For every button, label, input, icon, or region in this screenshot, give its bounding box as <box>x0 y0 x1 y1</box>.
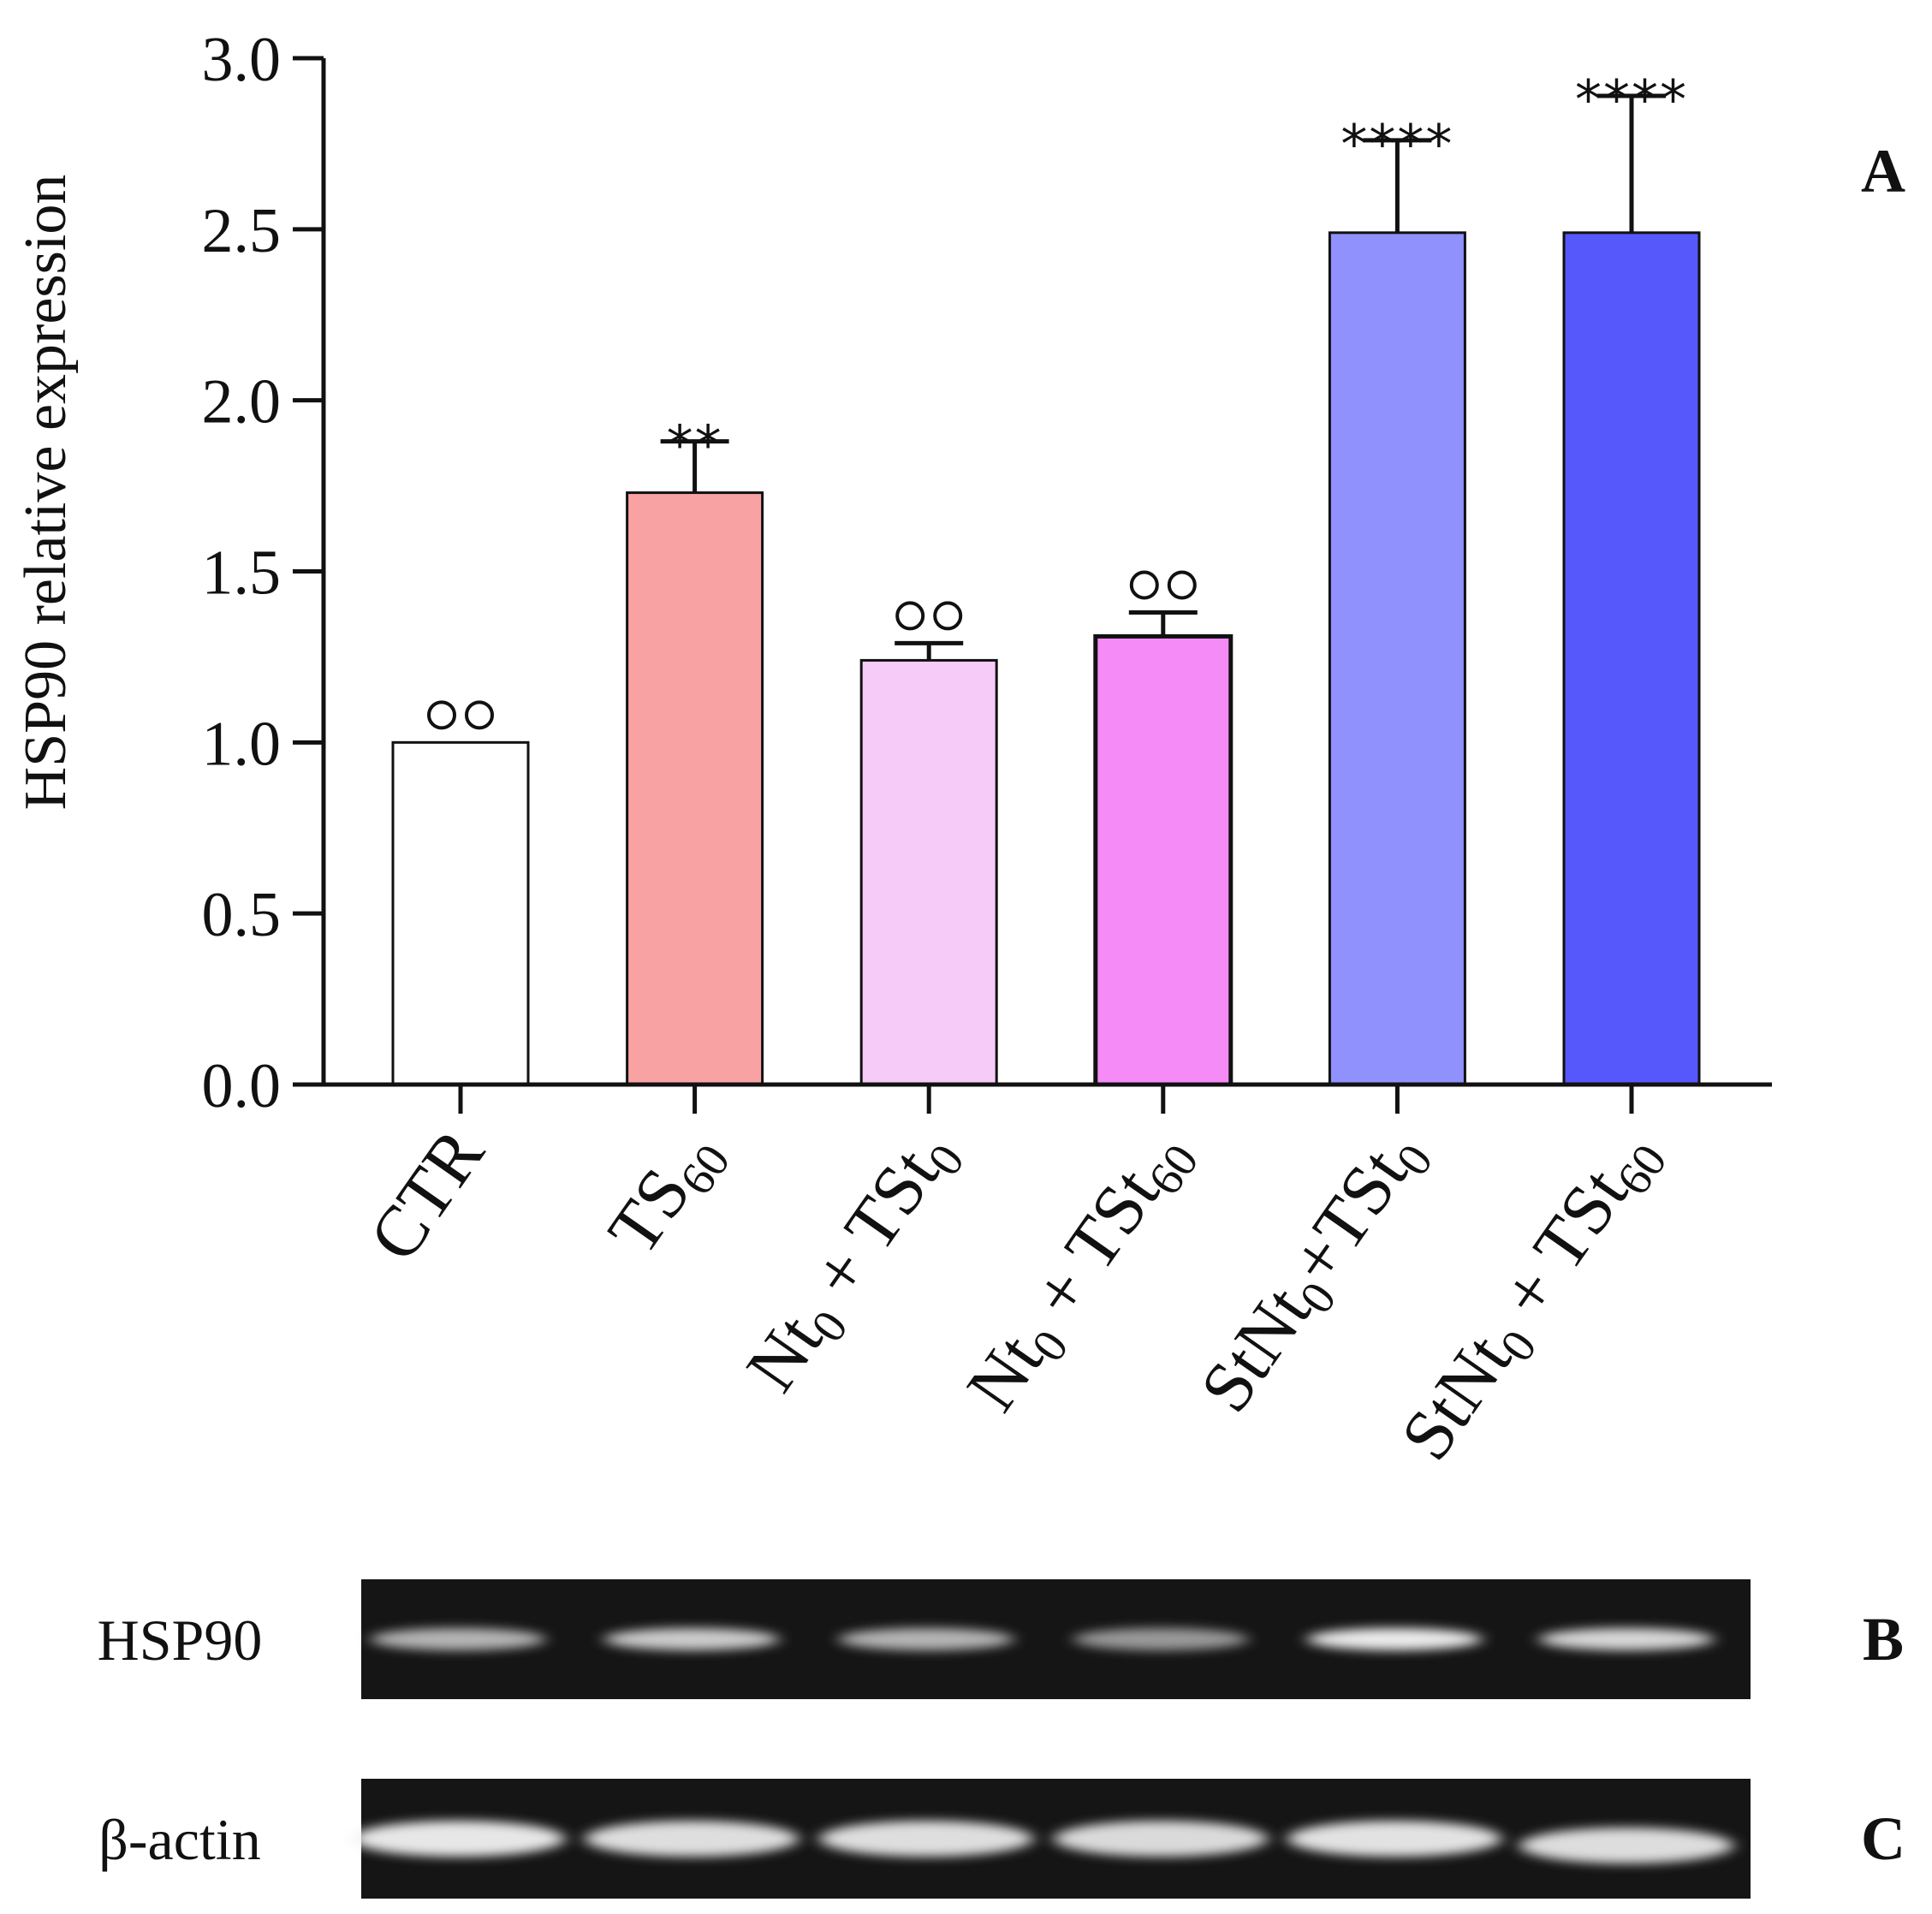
y-tick-label: 0.0 <box>202 1051 282 1121</box>
bars: ○○ ** ○○ ○○ **** **** <box>391 68 1701 1087</box>
x-tick-label: Nt0 + TSt0 <box>731 1115 975 1411</box>
y-tick-label: 1.5 <box>202 538 282 609</box>
bar <box>1562 231 1701 1086</box>
y-axis-title: HSP90 relative expression <box>13 175 79 811</box>
circle-marker <box>1167 570 1197 600</box>
x-tick-label: TS60 <box>593 1115 741 1274</box>
y-axis: 0.0 0.5 1.0 1.5 2.0 2.5 3.0 <box>202 25 326 1121</box>
significance-label: **** <box>1575 68 1688 131</box>
blot-band <box>1054 1821 1268 1857</box>
significance-circles: ○○ <box>427 700 494 730</box>
x-tick-label: CTR <box>354 1115 500 1275</box>
x-tick-label: StNt0+TSt0 <box>1186 1115 1444 1431</box>
significance-circles: ○○ <box>1129 570 1197 600</box>
blot-band <box>1538 1628 1715 1650</box>
circle-marker <box>895 601 925 631</box>
significance-circles: ○○ <box>895 601 963 631</box>
panel-label: B <box>1863 1605 1904 1673</box>
blot-band <box>819 1821 1033 1857</box>
bar <box>859 658 998 1086</box>
significance-label: ** <box>667 414 723 477</box>
western-blots: HSP90 Bβ-actin C <box>98 1579 1905 1899</box>
blot-label: HSP90 <box>98 1608 263 1673</box>
y-tick-label: 1.0 <box>202 709 282 779</box>
blot-band <box>1519 1828 1733 1863</box>
blot-band <box>351 1821 565 1857</box>
significance-label: **** <box>1341 113 1453 175</box>
y-tick-label: 3.0 <box>202 25 282 95</box>
blot-label: β-actin <box>98 1807 260 1872</box>
blot-band <box>603 1628 780 1650</box>
blot-band <box>1287 1821 1501 1857</box>
y-tick-label: 2.5 <box>202 196 282 266</box>
circle-marker <box>465 700 494 730</box>
blot-strip: β-actin C <box>98 1779 1905 1899</box>
blot-band <box>370 1628 546 1650</box>
panel-label: C <box>1861 1804 1905 1873</box>
panel-label-a: A <box>1861 137 1905 205</box>
y-tick-label: 2.0 <box>202 367 282 437</box>
bar <box>391 740 530 1086</box>
blot-background <box>361 1579 1751 1699</box>
circle-marker <box>1129 570 1159 600</box>
blot-band <box>585 1821 799 1857</box>
bar <box>1093 633 1234 1087</box>
circle-marker <box>933 601 963 631</box>
blot-band <box>1073 1628 1249 1650</box>
label-text: CTR <box>354 1115 500 1275</box>
x-tick-label: Nt0 + TSt60 <box>952 1115 1210 1430</box>
blot-strip: HSP90 B <box>98 1579 1904 1699</box>
bar <box>1328 231 1466 1086</box>
circle-marker <box>427 700 456 730</box>
bar <box>626 491 764 1086</box>
blot-band <box>1306 1628 1483 1650</box>
bar-chart: 0.0 0.5 1.0 1.5 2.0 2.5 3.0 HSP90 relative exp… <box>13 25 1905 1474</box>
blot-band <box>838 1628 1014 1650</box>
y-tick-label: 0.5 <box>202 880 282 950</box>
